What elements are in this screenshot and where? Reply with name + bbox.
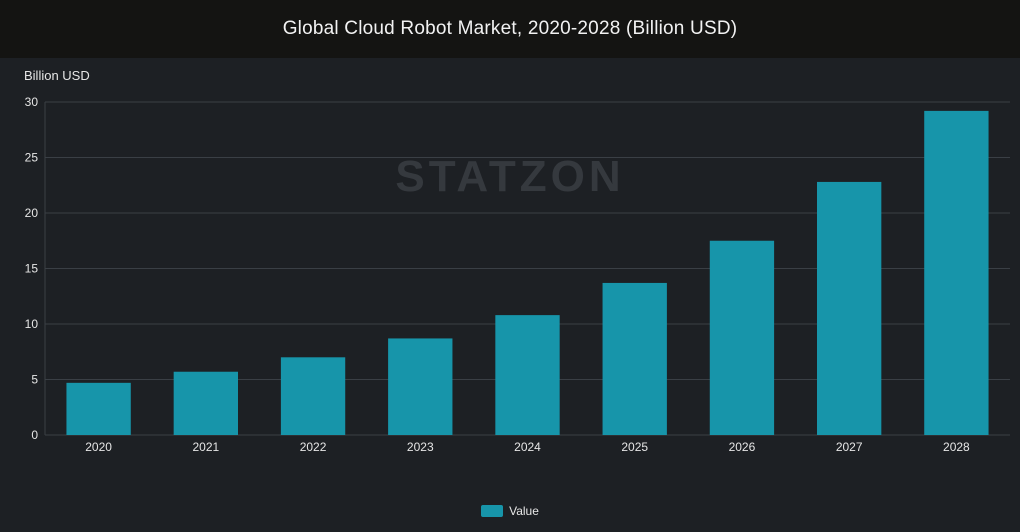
x-tick-label: 2021 <box>192 440 219 454</box>
watermark-logo: STATZON <box>395 152 624 201</box>
x-tick-label: 2024 <box>514 440 541 454</box>
bar-2024[interactable] <box>495 315 560 435</box>
y-tick-label: 15 <box>25 262 39 276</box>
x-tick-label: 2020 <box>85 440 112 454</box>
x-tick-label: 2028 <box>943 440 970 454</box>
y-tick-label: 20 <box>25 206 39 220</box>
x-ticks: 2020 2021 2022 2023 2024 2025 2026 2027 2028 <box>85 440 970 454</box>
x-tick-label: 2025 <box>621 440 648 454</box>
bar-2027[interactable] <box>817 181 882 435</box>
bar-2028[interactable] <box>924 110 989 435</box>
bar-2026[interactable] <box>709 240 775 435</box>
y-tick-label: 5 <box>31 373 38 387</box>
legend: Value <box>0 504 1020 518</box>
x-tick-label: 2022 <box>300 440 327 454</box>
y-tick-label: 30 <box>25 95 39 109</box>
bar-2022[interactable] <box>280 357 346 435</box>
bars <box>66 110 989 435</box>
y-tick-label: 25 <box>25 151 39 165</box>
chart-title: Global Cloud Robot Market, 2020-2028 (Bi… <box>282 18 738 39</box>
x-tick-label: 2023 <box>407 440 434 454</box>
y-tick-label: 10 <box>25 317 39 331</box>
bar-2025[interactable] <box>602 282 667 435</box>
bar-2023[interactable] <box>388 338 453 435</box>
bar-2021[interactable] <box>173 371 238 435</box>
legend-swatch[interactable] <box>481 505 504 517</box>
y-axis-title: Billion USD <box>24 68 90 83</box>
legend-label[interactable]: Value <box>509 504 539 518</box>
y-axis-title-group: Billion USD <box>24 68 90 83</box>
bar-2020[interactable] <box>66 382 131 435</box>
x-tick-label: 2027 <box>836 440 863 454</box>
x-tick-label: 2026 <box>729 440 756 454</box>
y-tick-label: 0 <box>31 428 38 442</box>
y-ticks: 0 5 10 15 20 25 30 <box>25 95 39 442</box>
chart-header: Global Cloud Robot Market, 2020-2028 (Bi… <box>0 0 1020 58</box>
